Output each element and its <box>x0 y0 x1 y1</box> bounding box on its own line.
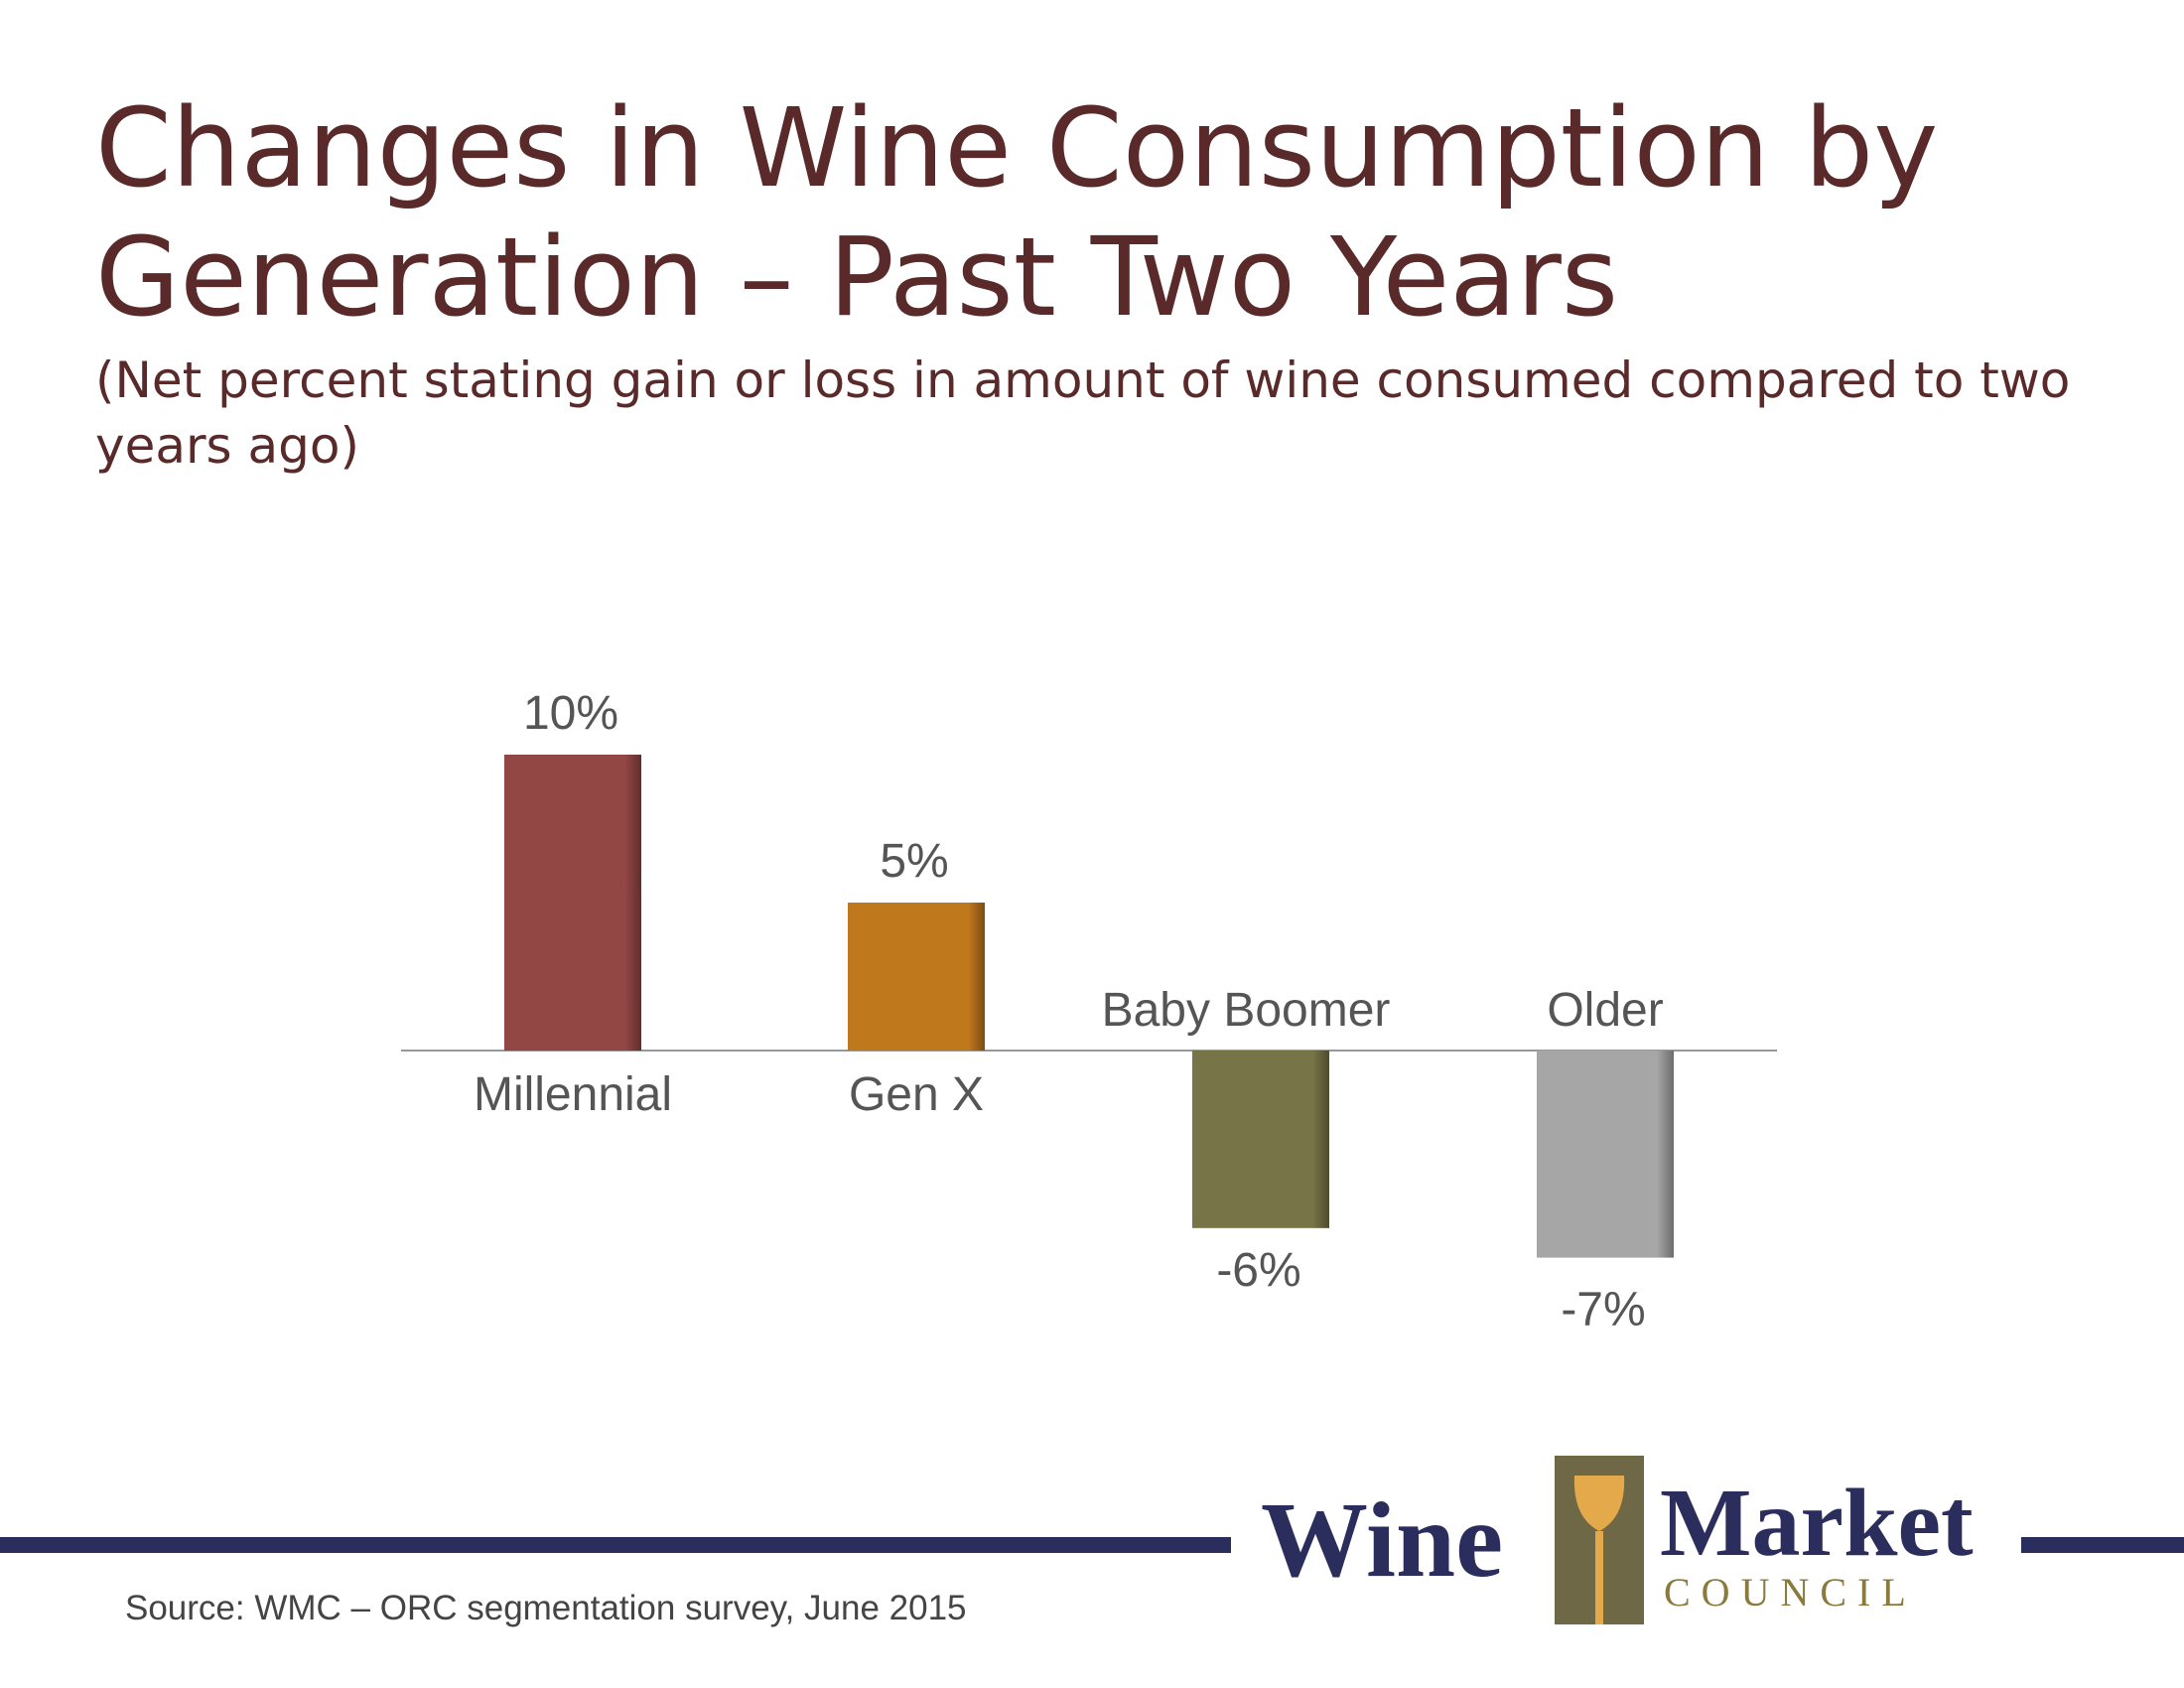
category-label-gen-x: Gen X <box>849 1068 984 1121</box>
category-label-older: Older <box>1547 984 1663 1037</box>
chart-subtitle: (Net percent stating gain or loss in amo… <box>95 352 2071 475</box>
source-note: Source: WMC – ORC segmentation survey, J… <box>125 1589 967 1627</box>
value-label-millennial: 10% <box>523 687 618 740</box>
chart-title: Changes in Wine Consumption by Generatio… <box>95 84 1939 341</box>
bar-shade-millennial <box>504 755 641 1051</box>
logo-word-council: COUNCIL <box>1664 1570 1917 1615</box>
bar-shade-gen-x <box>848 903 985 1051</box>
wine-glass-logo-icon <box>1555 1456 1644 1624</box>
category-label-baby-boomer: Baby Boomer <box>1102 984 1391 1037</box>
logo-word-market: Market <box>1660 1470 1974 1577</box>
value-label-gen-x: 5% <box>880 835 948 888</box>
category-label-millennial: Millennial <box>474 1068 672 1121</box>
bar-shade-baby-boomer <box>1192 1051 1329 1228</box>
footer-rule-left <box>0 1537 1231 1553</box>
value-label-older: -7% <box>1561 1284 1645 1336</box>
value-label-baby-boomer: -6% <box>1216 1244 1300 1297</box>
logo-word-wine: Wine <box>1261 1481 1504 1600</box>
footer-rule-right <box>2021 1537 2184 1553</box>
bar-chart: 10% Millennial 5% Gen X -6% Baby Boomer -7% Old… <box>401 687 1777 1336</box>
bar-shade-older <box>1537 1051 1674 1258</box>
